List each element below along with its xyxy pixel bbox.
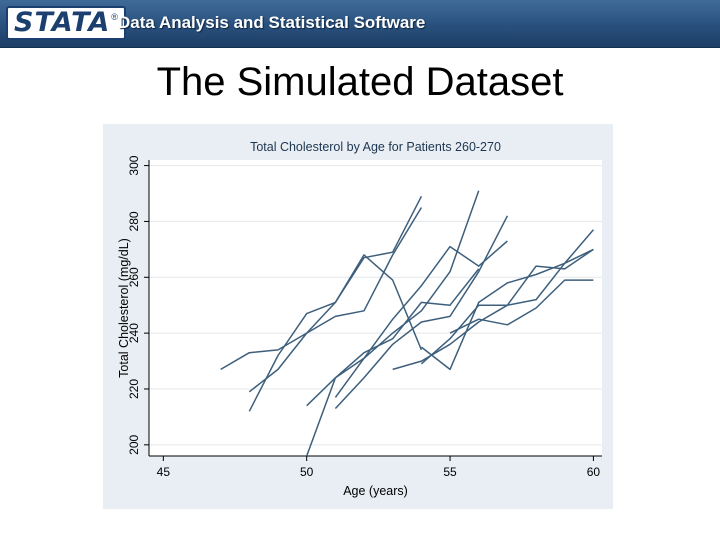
y-tick-label: 260 bbox=[127, 267, 141, 287]
y-tick-label: 300 bbox=[127, 155, 141, 175]
registered-mark: ® bbox=[111, 12, 118, 22]
series-line bbox=[334, 240, 508, 398]
slide-title: The Simulated Dataset bbox=[156, 60, 564, 104]
series-line bbox=[449, 279, 594, 334]
header-banner: STATA ® Data Analysis and Statistical So… bbox=[0, 0, 720, 48]
logo-text: STATA bbox=[14, 7, 111, 38]
x-tick-label: 50 bbox=[300, 465, 314, 479]
plot-area bbox=[149, 160, 602, 456]
y-axis-title: Total Cholesterol (mg/dL) bbox=[117, 238, 131, 378]
series-line bbox=[305, 268, 480, 457]
y-tick-label: 220 bbox=[127, 379, 141, 399]
chart-title: Total Cholesterol by Age for Patients 26… bbox=[250, 140, 501, 154]
line-chart: 200 220 240 260 280 300 45 50 55 60 Total Choleste… bbox=[103, 124, 613, 509]
x-tick-label: 60 bbox=[587, 465, 601, 479]
header-tagline: Data Analysis and Statistical Software bbox=[118, 13, 426, 32]
x-axis-title: Age (years) bbox=[343, 484, 408, 498]
y-tick-label: 200 bbox=[127, 434, 141, 454]
y-tick-label: 240 bbox=[127, 323, 141, 343]
chart-container: 200 220 240 260 280 300 45 50 55 60 Total Choleste… bbox=[103, 124, 613, 509]
series-line bbox=[248, 207, 423, 393]
stata-logo: STATA ® bbox=[6, 6, 126, 40]
series-line bbox=[420, 248, 594, 365]
x-tick-label: 55 bbox=[443, 465, 457, 479]
series-line bbox=[248, 195, 423, 412]
series-line bbox=[334, 215, 509, 410]
series-line bbox=[220, 254, 423, 371]
series-line bbox=[420, 248, 594, 371]
series-line bbox=[392, 229, 594, 371]
x-tick-label: 45 bbox=[157, 465, 171, 479]
y-tick-label: 280 bbox=[127, 211, 141, 231]
